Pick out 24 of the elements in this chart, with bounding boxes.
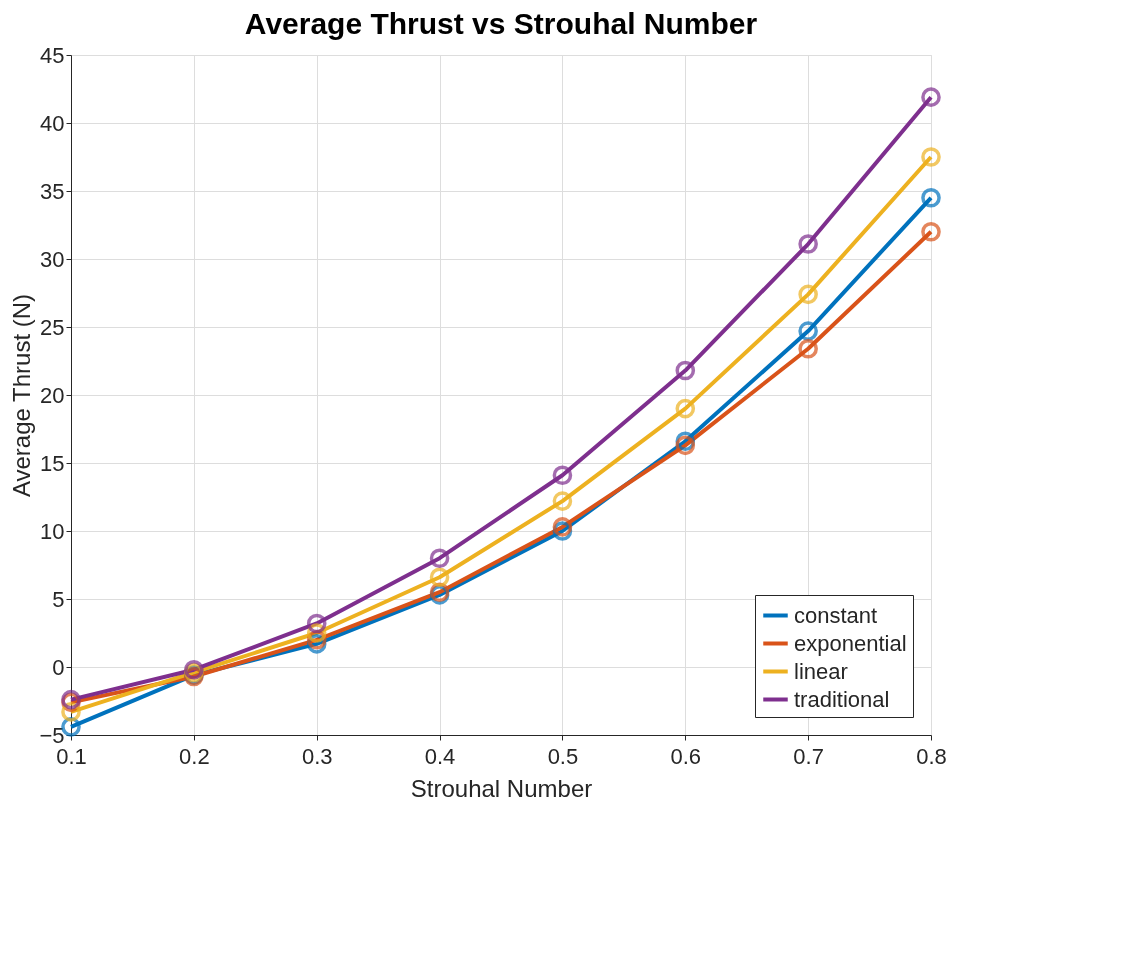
legend-label: constant bbox=[794, 602, 878, 628]
y-tick-label: 40 bbox=[40, 110, 65, 136]
legend-label: traditional bbox=[794, 686, 890, 712]
y-tick-label: 15 bbox=[40, 450, 65, 476]
legend-label: linear bbox=[794, 658, 848, 684]
y-tick-label: 35 bbox=[40, 178, 65, 204]
x-tick-label: 0.6 bbox=[670, 743, 702, 769]
chart-title: Average Thrust vs Strouhal Number bbox=[244, 7, 758, 40]
y-tick-label: 30 bbox=[40, 246, 65, 272]
x-axis-title: Strouhal Number bbox=[410, 774, 593, 802]
y-tick-label: 45 bbox=[40, 42, 65, 68]
x-tick-label: 0.5 bbox=[547, 743, 579, 769]
x-tick-label: 0.4 bbox=[424, 743, 456, 769]
y-tick-label: 20 bbox=[40, 382, 65, 408]
x-tick-label: 0.8 bbox=[916, 743, 947, 769]
x-tick-label: 0.3 bbox=[301, 743, 333, 769]
y-tick-label: 25 bbox=[40, 314, 65, 340]
y-tick-label: 10 bbox=[40, 518, 65, 544]
x-tick-label: 0.7 bbox=[793, 743, 824, 769]
x-tick-label: 0.2 bbox=[179, 743, 210, 769]
y-axis-title: Average Thrust (N) bbox=[8, 293, 36, 498]
y-tick-label: 0 bbox=[52, 654, 65, 680]
y-tick-label: 5 bbox=[52, 586, 65, 612]
legend-label: exponential bbox=[794, 630, 907, 656]
